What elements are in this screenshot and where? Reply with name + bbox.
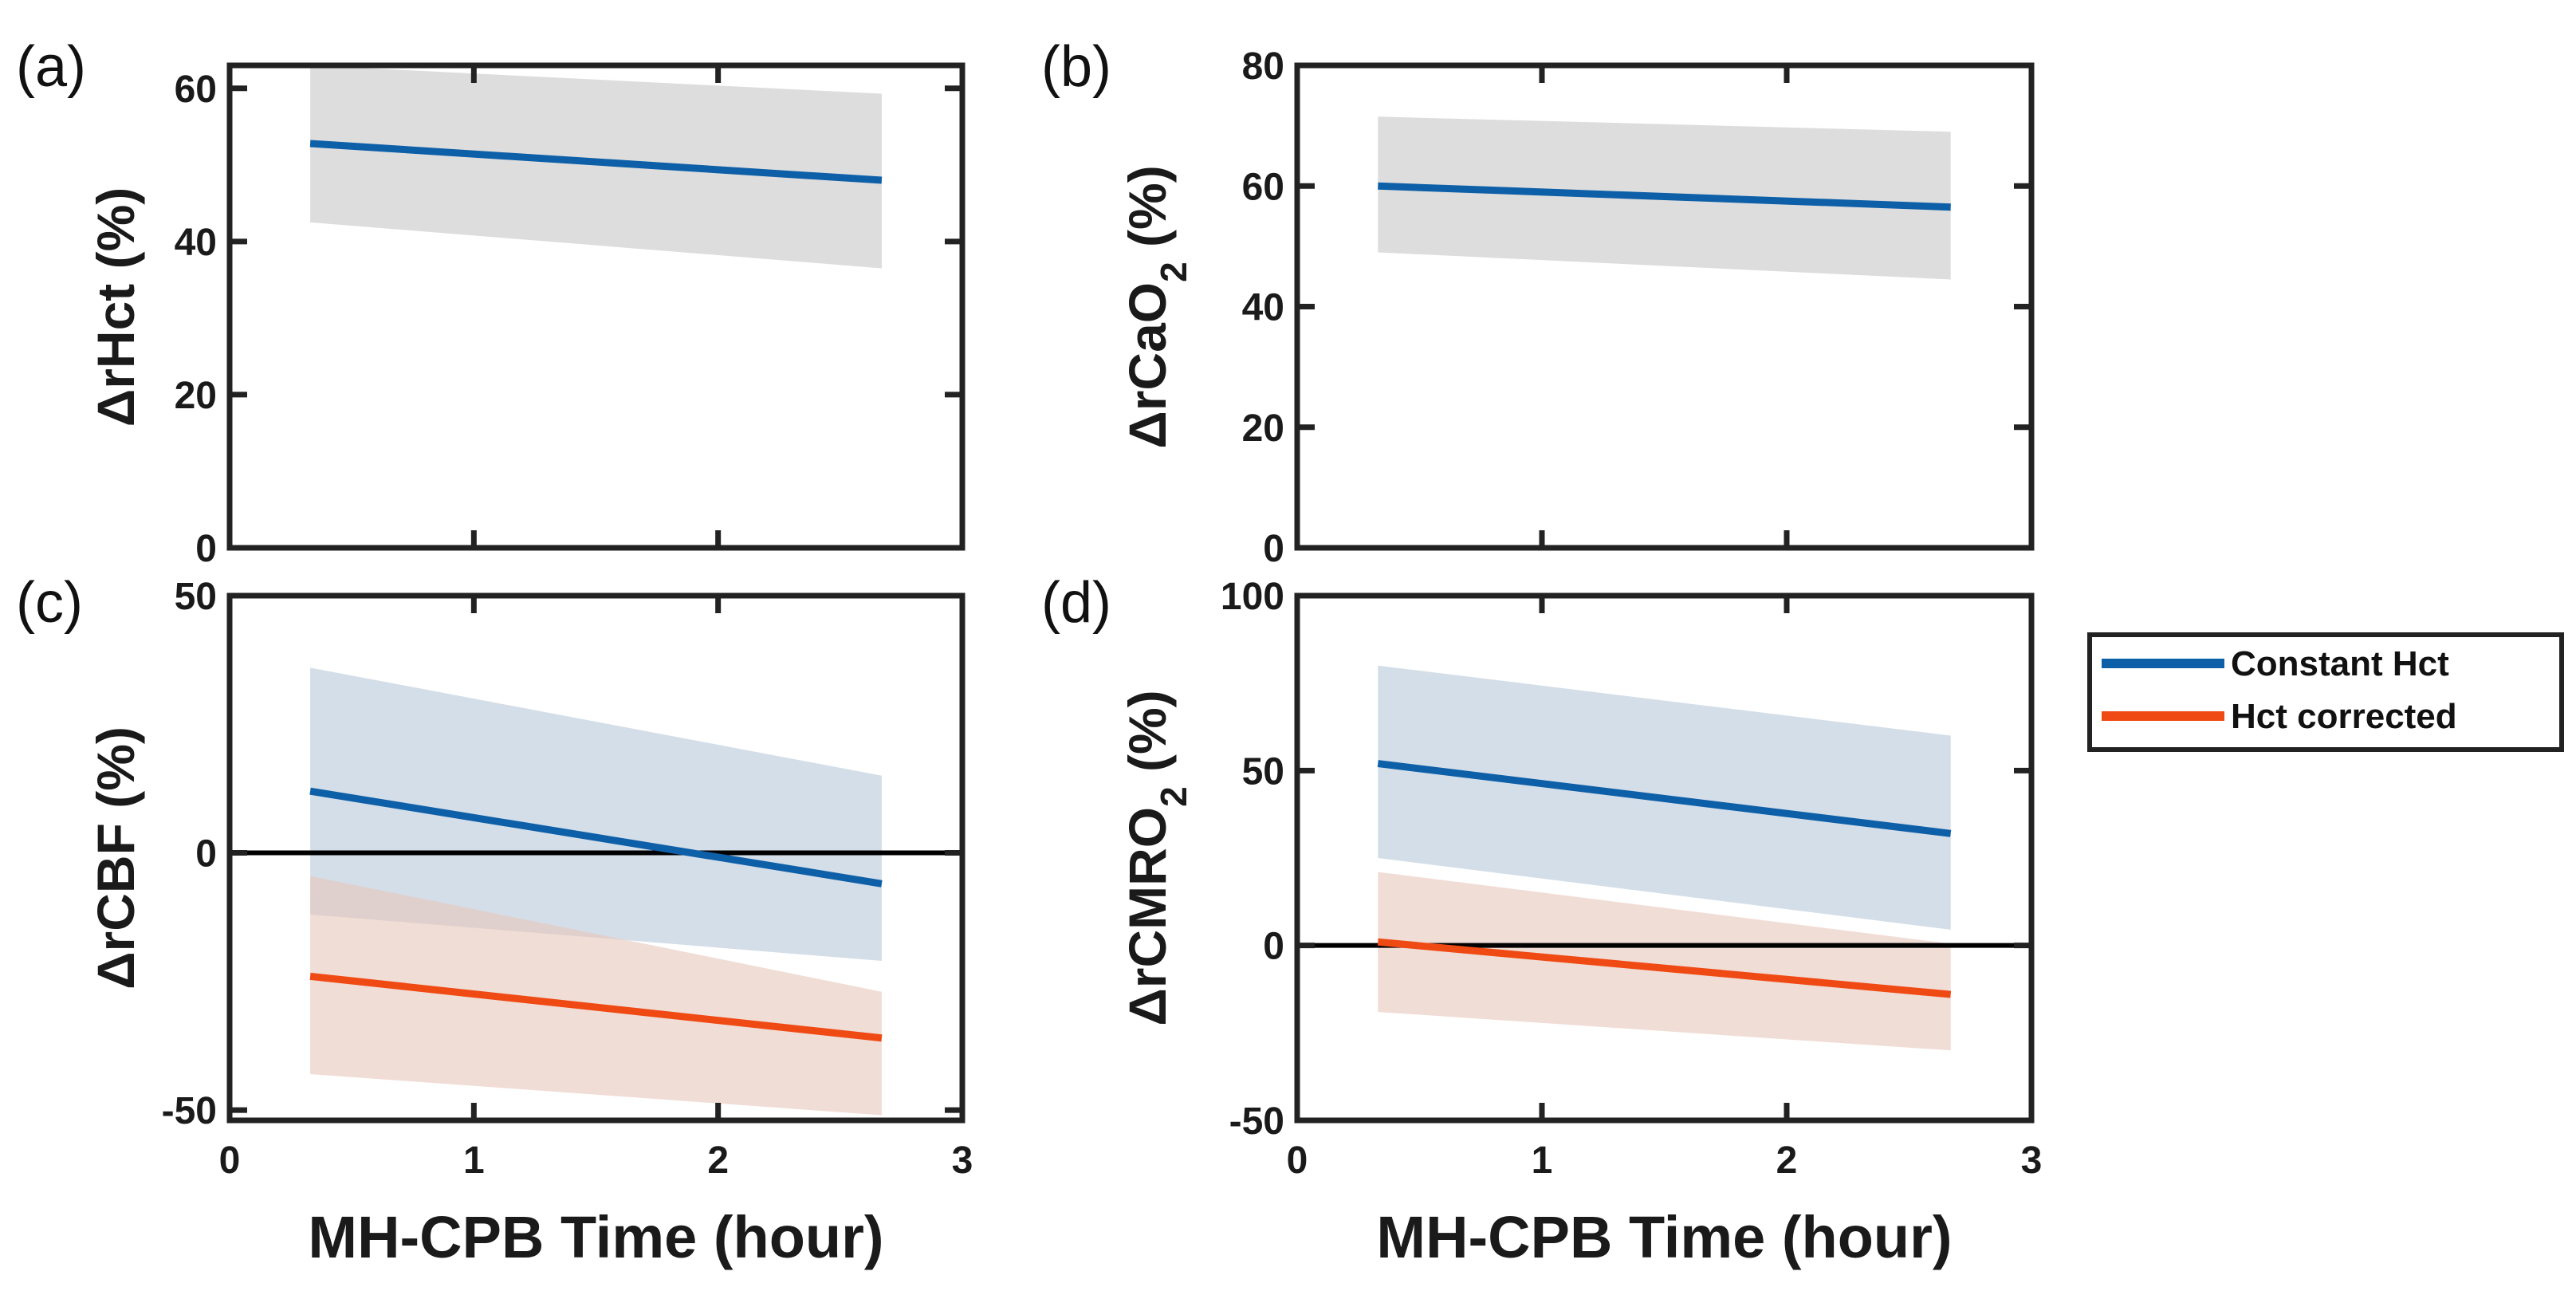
panel-b: 0 20 40 60 80 (b) ΔrCaO2 (%)	[1041, 35, 2035, 570]
y-tick-label: 0	[1263, 528, 1284, 570]
y-axis-title: ΔrCMRO2 (%)	[1118, 690, 1194, 1025]
x-tick-label: 0	[219, 1139, 241, 1182]
legend-label: Hct corrected	[2231, 697, 2457, 736]
x-axis-title: MH-CPB Time (hour)	[308, 1204, 883, 1270]
x-tick-label: 0	[1287, 1139, 1308, 1182]
y-tick-label: 40	[1242, 287, 1284, 329]
series-line-constant-hct	[309, 787, 883, 888]
x-axis-title: MH-CPB Time (hour)	[1376, 1204, 1952, 1270]
x-tick-label: 3	[952, 1139, 973, 1182]
series-line-hct-corrected	[309, 972, 883, 1042]
series-line-hct-corrected	[1377, 938, 1952, 998]
x-tick-label: 3	[2021, 1139, 2043, 1182]
x-tick-label: 1	[463, 1139, 485, 1182]
y-axis-title: ΔrCBF (%)	[86, 726, 145, 990]
y-tick-label: 80	[1242, 45, 1284, 88]
y-tick-label: 20	[1242, 407, 1284, 450]
panel-letter: (d)	[1041, 571, 1111, 635]
series-line-series0	[309, 140, 883, 184]
series-line-constant-hct	[1377, 760, 1952, 837]
legend-box	[2087, 632, 2564, 752]
confidence-band-hct-corrected	[1378, 872, 1951, 1051]
y-tick-label: 50	[1242, 750, 1284, 793]
y-tick-label: 40	[175, 222, 217, 264]
y-tick-label: 60	[1242, 166, 1284, 208]
y-axis-title: ΔrHct (%)	[86, 187, 145, 427]
panel-a: 0 20 40 60 (a) ΔrHct (%)	[16, 35, 966, 570]
x-tick-label: 2	[707, 1139, 729, 1182]
y-tick-label: -50	[1229, 1100, 1284, 1143]
confidence-band-hct-corrected	[310, 876, 882, 1116]
panel-letter: (b)	[1041, 35, 1111, 99]
y-tick-label: 50	[175, 576, 217, 618]
x-tick-label: 2	[1776, 1139, 1798, 1182]
y-tick-label: 100	[1221, 576, 1284, 618]
y-tick-label: 20	[175, 375, 217, 417]
x-tick-label: 1	[1532, 1139, 1553, 1182]
panel-letter: (c)	[16, 571, 83, 635]
y-tick-label: 0	[1263, 926, 1284, 968]
axes-box	[226, 62, 966, 551]
axes-box	[226, 592, 966, 1124]
y-tick-label: 60	[175, 69, 217, 111]
series-line-series0	[1378, 182, 1951, 211]
confidence-band-series0	[310, 65, 882, 269]
y-axis-title: ΔrCaO2 (%)	[1118, 165, 1194, 448]
panel-letter: (a)	[16, 35, 86, 99]
confidence-band-constant-hct	[310, 667, 882, 962]
legend: Constant Hct Hct corrected	[2087, 632, 2564, 752]
axes-box	[1294, 592, 2035, 1124]
y-tick-label: -50	[162, 1090, 217, 1132]
legend-label: Constant Hct	[2231, 644, 2449, 683]
y-tick-label: 0	[195, 833, 217, 876]
y-tick-label: 0	[195, 528, 217, 570]
